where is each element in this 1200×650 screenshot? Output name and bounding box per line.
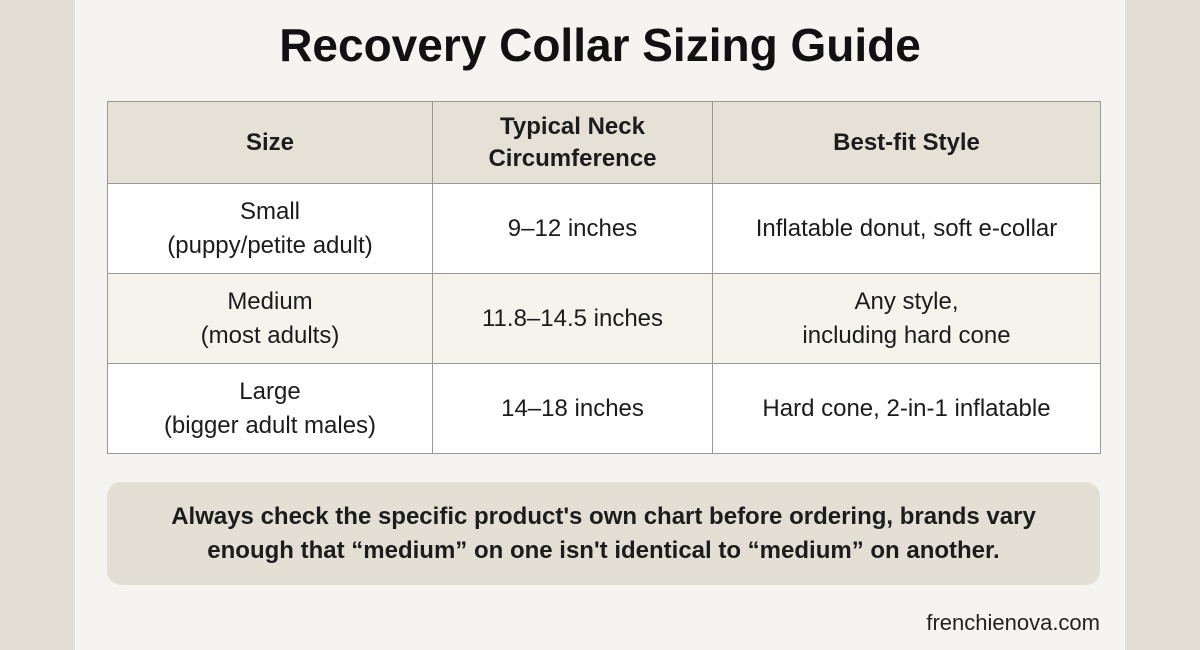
cell-line: Medium <box>227 287 313 315</box>
header-row: Size Typical Neck Circumference Best-fit St… <box>107 101 1101 184</box>
cell-line: 14–18 inches <box>501 394 644 422</box>
cell-line: Any style, <box>854 287 959 315</box>
table-cell: Small (puppy/petite adult) <box>107 183 433 274</box>
table-cell: Hard cone, 2-in-1 inflatable <box>712 363 1101 454</box>
cell-line: Circumference <box>488 144 657 172</box>
cell-line: Best-fit Style <box>833 128 980 156</box>
cell-line: (puppy/petite adult) <box>167 231 373 259</box>
cell-line: Large <box>239 377 301 405</box>
cell-line: (most adults) <box>200 321 340 349</box>
table-cell: Large (bigger adult males) <box>107 363 433 454</box>
note-box: Always check the specific product's own … <box>107 482 1100 585</box>
cell-line: 11.8–14.5 inches <box>481 304 664 332</box>
header-cell: Size <box>107 101 433 184</box>
header-cell: Typical Neck Circumference <box>432 101 713 184</box>
table-cell: Medium (most adults) <box>107 273 433 364</box>
table-body: Small (puppy/petite adult) 9–12 inches Infl… <box>107 183 1101 454</box>
cell-line: including hard cone <box>802 321 1011 349</box>
header-cell: Best-fit Style <box>712 101 1101 184</box>
table-row: Large (bigger adult males) 14–18 inches Har… <box>107 363 1101 454</box>
sizing-table: Size Typical Neck Circumference Best-fit St… <box>107 101 1101 454</box>
table-cell: 9–12 inches <box>432 183 713 274</box>
cell-line: (bigger adult males) <box>163 411 377 439</box>
table-row: Small (puppy/petite adult) 9–12 inches Infl… <box>107 183 1101 274</box>
title: Recovery Collar Sizing Guide <box>279 19 921 71</box>
table-cell: Inflatable donut, soft e-collar <box>712 183 1101 274</box>
cell-line: Inflatable donut, soft e-collar <box>755 214 1058 242</box>
cell-line: Size <box>245 128 295 156</box>
table-cell: 11.8–14.5 inches <box>432 273 713 364</box>
cell-line: 9–12 inches <box>507 214 638 242</box>
cell-line: Typical Neck <box>500 112 645 140</box>
note-line: enough that “medium” on one isn't identi… <box>207 536 1000 564</box>
table-cell: 14–18 inches <box>432 363 713 454</box>
cell-line: Hard cone, 2-in-1 inflatable <box>762 394 1051 422</box>
note-line: Always check the specific product's own … <box>171 502 1036 530</box>
footer: frenchienova.com <box>926 610 1100 635</box>
table-cell: Any style, including hard cone <box>712 273 1101 364</box>
cell-line: Small <box>239 197 300 225</box>
table-row: Medium (most adults) 11.8–14.5 inches Any s… <box>107 273 1101 364</box>
